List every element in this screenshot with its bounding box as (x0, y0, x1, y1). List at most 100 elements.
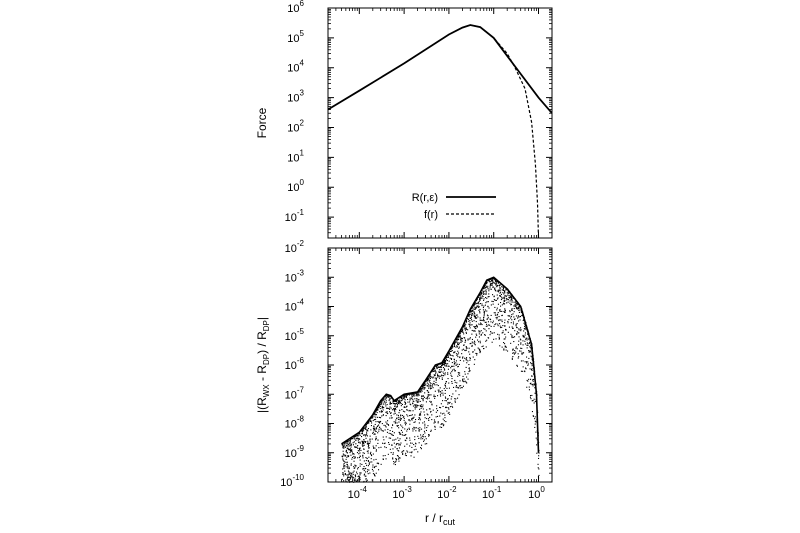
scatter-point (458, 385, 460, 387)
scatter-point (492, 278, 494, 280)
scatter-point (470, 309, 472, 311)
scatter-point (444, 392, 446, 394)
scatter-point (519, 319, 521, 321)
scatter-point (401, 409, 403, 411)
scatter-point (486, 325, 488, 327)
scatter-point (378, 416, 380, 418)
scatter-point (375, 416, 377, 418)
scatter-point (382, 399, 384, 401)
scatter-point (368, 422, 370, 424)
scatter-point (516, 302, 518, 304)
scatter-point (453, 359, 455, 361)
scatter-point (463, 344, 465, 346)
scatter-point (387, 453, 389, 455)
scatter-point (439, 391, 441, 393)
scatter-point (398, 421, 400, 423)
scatter-point (538, 474, 540, 476)
scatter-point (498, 338, 500, 340)
scatter-point (412, 417, 414, 419)
scatter-point (487, 301, 489, 303)
scatter-point (534, 418, 536, 420)
scatter-point (433, 396, 435, 398)
scatter-point (434, 390, 436, 392)
scatter-point (450, 358, 452, 360)
scatter-point (382, 436, 384, 438)
scatter-point (511, 297, 513, 299)
scatter-point (507, 301, 509, 303)
scatter-point (386, 395, 388, 397)
scatter-point (396, 425, 398, 427)
scatter-point (471, 307, 473, 309)
scatter-point (359, 449, 361, 451)
scatter-point (409, 399, 411, 401)
scatter-point (438, 377, 440, 379)
scatter-point (530, 362, 532, 364)
scatter-point (388, 408, 390, 410)
scatter-point (354, 475, 356, 477)
scatter-point (341, 444, 343, 446)
scatter-point (434, 369, 436, 371)
scatter-point (471, 319, 473, 321)
scatter-point (426, 409, 428, 411)
scatter-point (447, 398, 449, 400)
scatter-point (392, 457, 394, 459)
scatter-point (486, 323, 488, 325)
scatter-point (469, 357, 471, 359)
scatter-point (394, 403, 396, 405)
scatter-point (519, 350, 521, 352)
scatter-point (434, 384, 436, 386)
scatter-point (507, 292, 509, 294)
scatter-point (398, 401, 400, 403)
scatter-point (457, 365, 459, 367)
scatter-point (386, 404, 388, 406)
scatter-point (429, 387, 431, 389)
scatter-point (402, 453, 404, 455)
scatter-point (373, 447, 375, 449)
scatter-point (385, 398, 387, 400)
scatter-point (475, 307, 477, 309)
scatter-point (422, 404, 424, 406)
scatter-point (522, 335, 524, 337)
scatter-point (375, 410, 377, 412)
scatter-point (382, 455, 384, 457)
scatter-point (485, 291, 487, 293)
scatter-point (368, 444, 370, 446)
scatter-point (370, 458, 372, 460)
scatter-point (507, 299, 509, 301)
scatter-point (446, 365, 448, 367)
scatter-point (359, 477, 361, 479)
scatter-point (505, 289, 507, 291)
scatter-point (398, 447, 400, 449)
scatter-point (481, 295, 483, 297)
scatter-point (386, 411, 388, 413)
scatter-point (526, 356, 528, 358)
scatter-point (444, 363, 446, 365)
scatter-point (358, 453, 360, 455)
x-tick-label: 10-2 (437, 485, 457, 501)
scatter-point (369, 461, 371, 463)
scatter-point (401, 431, 403, 433)
scatter-point (485, 346, 487, 348)
scatter-point (531, 384, 533, 386)
scatter-point (451, 403, 453, 405)
scatter-point (367, 450, 369, 452)
scatter-point (355, 443, 357, 445)
scatter-point (359, 465, 361, 467)
scatter-point (351, 458, 353, 460)
scatter-point (413, 426, 415, 428)
scatter-point (397, 414, 399, 416)
scatter-point (427, 377, 429, 379)
scatter-point (345, 441, 347, 443)
scatter-point (382, 407, 384, 409)
scatter-point (381, 400, 383, 402)
scatter-point (532, 379, 534, 381)
scatter-point (346, 467, 348, 469)
scatter-point (392, 448, 394, 450)
scatter-point (443, 360, 445, 362)
scatter-point (419, 413, 421, 415)
scatter-point (348, 476, 350, 478)
scatter-point (362, 441, 364, 443)
scatter-point (369, 419, 371, 421)
scatter-point (342, 473, 344, 475)
scatter-point (459, 356, 461, 358)
